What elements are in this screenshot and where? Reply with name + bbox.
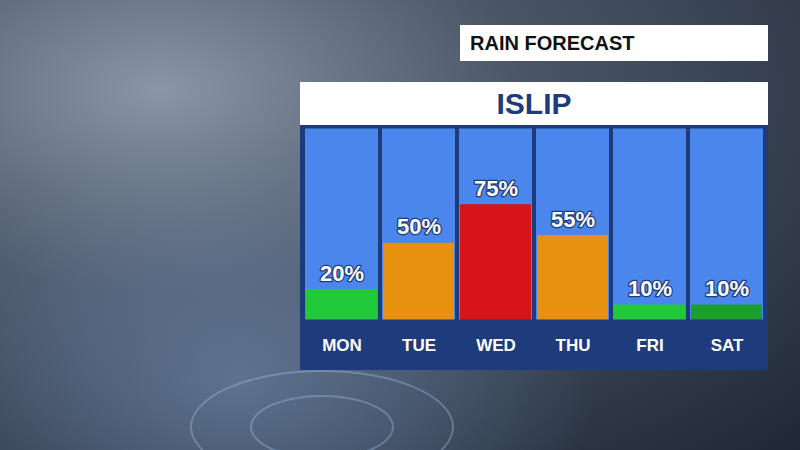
svg-text:WED: WED bbox=[476, 336, 516, 355]
svg-text:55%: 55% bbox=[551, 207, 595, 232]
svg-text:20%: 20% bbox=[320, 261, 364, 286]
svg-text:10%: 10% bbox=[705, 276, 749, 301]
html-text:ISLIP: ISLIP bbox=[496, 87, 572, 120]
svg-text:THU: THU bbox=[556, 336, 591, 355]
svg-text:10%: 10% bbox=[628, 276, 672, 301]
html-text:RAIN FORECAST: RAIN FORECAST bbox=[470, 32, 635, 54]
svg-text:TUE: TUE bbox=[402, 336, 436, 355]
svg-text:50%: 50% bbox=[397, 214, 441, 239]
svg-text:MON: MON bbox=[322, 336, 362, 355]
svg-text:75%: 75% bbox=[474, 176, 518, 201]
svg-text:SAT: SAT bbox=[711, 336, 744, 355]
svg-text:FRI: FRI bbox=[636, 336, 663, 355]
